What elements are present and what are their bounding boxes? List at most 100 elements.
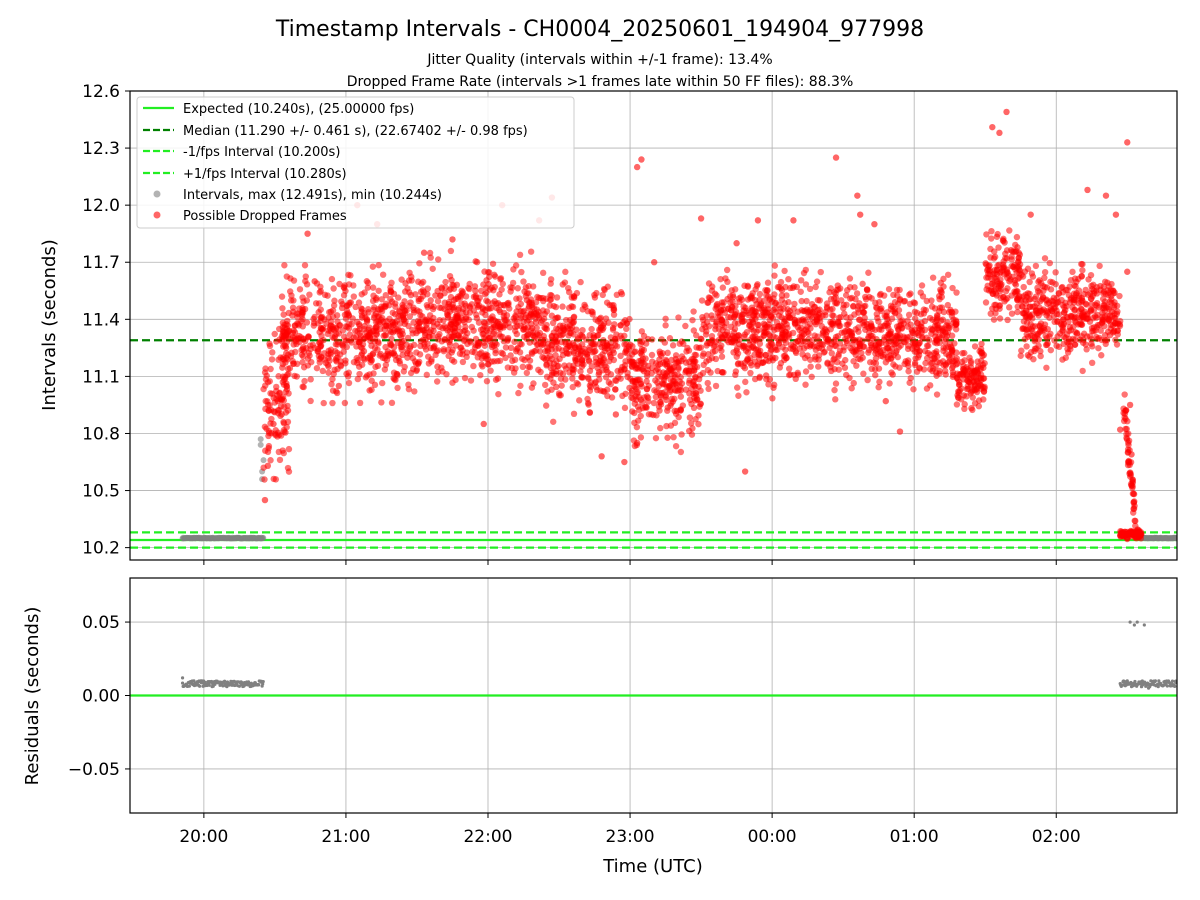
dropped-frame-point bbox=[348, 339, 356, 346]
dropped-frame-point bbox=[395, 326, 402, 333]
dropped-frame-point bbox=[914, 319, 921, 327]
dropped-frame-point bbox=[518, 341, 525, 348]
dropped-frame-point bbox=[1041, 268, 1049, 276]
dropped-frame-point bbox=[522, 314, 529, 321]
dropped-frame-point bbox=[652, 434, 660, 442]
dropped-frame-point bbox=[325, 350, 332, 358]
dropped-frame-point bbox=[1047, 346, 1055, 354]
dropped-frame-point bbox=[1029, 303, 1036, 311]
dropped-frame-point bbox=[399, 312, 406, 319]
dropped-frame-point bbox=[400, 368, 408, 375]
dropped-frame-point bbox=[933, 315, 941, 322]
dropped-frame-point bbox=[494, 357, 501, 365]
dropped-frame-point bbox=[591, 294, 599, 301]
dropped-frame-point bbox=[544, 388, 551, 395]
dropped-frame-point bbox=[754, 217, 762, 224]
dropped-frame-point bbox=[612, 335, 619, 342]
dropped-frame-point bbox=[935, 326, 942, 334]
dropped-frame-point bbox=[602, 373, 610, 381]
dropped-frame-point bbox=[453, 281, 461, 289]
dropped-frame-point bbox=[781, 356, 788, 364]
dropped-frame-point bbox=[589, 311, 596, 318]
dropped-frame-point bbox=[1038, 325, 1045, 332]
dropped-frame-point bbox=[341, 399, 349, 407]
dropped-frame-point bbox=[865, 269, 872, 276]
dropped-frame-point bbox=[1017, 352, 1024, 359]
dropped-frame-point bbox=[856, 300, 863, 307]
dropped-frame-point bbox=[621, 332, 628, 340]
dropped-frame-point bbox=[698, 297, 706, 304]
dropped-frame-point bbox=[638, 156, 645, 163]
dropped-frame-point bbox=[261, 476, 268, 483]
dropped-frame-point bbox=[536, 348, 544, 355]
dropped-frame-point bbox=[473, 258, 481, 266]
dropped-frame-point bbox=[918, 282, 926, 289]
dropped-frame-point bbox=[910, 336, 917, 344]
dropped-frame-point bbox=[746, 322, 753, 330]
dropped-frame-point bbox=[284, 322, 292, 329]
dropped-frame-point bbox=[704, 379, 711, 387]
dropped-frame-point bbox=[525, 363, 532, 371]
dropped-frame-point bbox=[996, 129, 1003, 137]
dropped-frame-point bbox=[808, 341, 815, 349]
dropped-frame-point bbox=[937, 288, 945, 295]
dropped-frame-point bbox=[407, 351, 414, 358]
dropped-frame-point bbox=[573, 326, 580, 333]
dropped-frame-point bbox=[368, 386, 375, 393]
dropped-frame-point bbox=[656, 348, 663, 355]
residual-point bbox=[1139, 685, 1144, 689]
dropped-frame-point bbox=[1099, 315, 1106, 323]
dropped-frame-point bbox=[577, 368, 584, 375]
dropped-frame-point bbox=[668, 395, 676, 403]
dropped-frame-point bbox=[886, 380, 893, 387]
dropped-frame-point bbox=[333, 349, 341, 357]
dropped-frame-point bbox=[547, 276, 555, 283]
dropped-frame-point bbox=[1123, 425, 1130, 433]
dropped-frame-point bbox=[599, 326, 606, 333]
dropped-frame-point bbox=[333, 389, 341, 397]
dropped-frame-point bbox=[394, 384, 401, 392]
dropped-frame-point bbox=[717, 275, 724, 283]
dropped-frame-point bbox=[1079, 267, 1086, 274]
dropped-frame-point bbox=[1088, 340, 1095, 347]
dropped-frame-point bbox=[928, 297, 935, 304]
dropped-frame-point bbox=[366, 324, 373, 331]
dropped-frame-point bbox=[709, 337, 716, 344]
dropped-frame-point bbox=[939, 316, 947, 323]
dropped-frame-point bbox=[1059, 356, 1066, 363]
dropped-frame-point bbox=[539, 269, 547, 277]
x-axis-label: Time (UTC) bbox=[602, 856, 703, 877]
dropped-frame-point bbox=[492, 349, 499, 357]
dropped-frame-point bbox=[741, 468, 749, 475]
dropped-frame-point bbox=[565, 332, 572, 339]
dropped-frame-point bbox=[960, 366, 967, 373]
residual-point bbox=[1173, 684, 1177, 689]
dropped-frame-point bbox=[408, 273, 415, 280]
dropped-frame-point bbox=[1128, 451, 1135, 458]
dropped-frame-point bbox=[336, 322, 343, 329]
dropped-frame-point bbox=[841, 343, 848, 351]
dropped-frame-point bbox=[699, 313, 706, 321]
dropped-frame-point bbox=[892, 363, 899, 370]
y-tick-label: 11.7 bbox=[82, 253, 120, 273]
dropped-frame-point bbox=[457, 344, 464, 352]
dropped-frame-point bbox=[442, 278, 449, 286]
dropped-frame-point bbox=[771, 262, 779, 269]
dropped-frame-point bbox=[692, 358, 699, 365]
dropped-frame-point bbox=[339, 327, 346, 334]
dropped-frame-point bbox=[705, 356, 713, 364]
dropped-frame-point bbox=[686, 396, 694, 404]
dropped-frame-point bbox=[566, 316, 574, 324]
dropped-frame-point bbox=[355, 299, 363, 306]
dropped-frame-point bbox=[325, 369, 332, 376]
dropped-frame-point bbox=[931, 305, 939, 312]
dropped-frame-point bbox=[978, 357, 985, 365]
dropped-frame-point bbox=[395, 294, 402, 301]
dropped-frame-point bbox=[281, 262, 288, 269]
dropped-frame-point bbox=[366, 334, 373, 341]
dropped-frame-point bbox=[743, 389, 750, 396]
dropped-frame-point bbox=[278, 293, 286, 300]
dropped-frame-point bbox=[771, 381, 778, 389]
dropped-frame-point bbox=[446, 341, 454, 348]
dropped-frame-point bbox=[1101, 332, 1109, 339]
